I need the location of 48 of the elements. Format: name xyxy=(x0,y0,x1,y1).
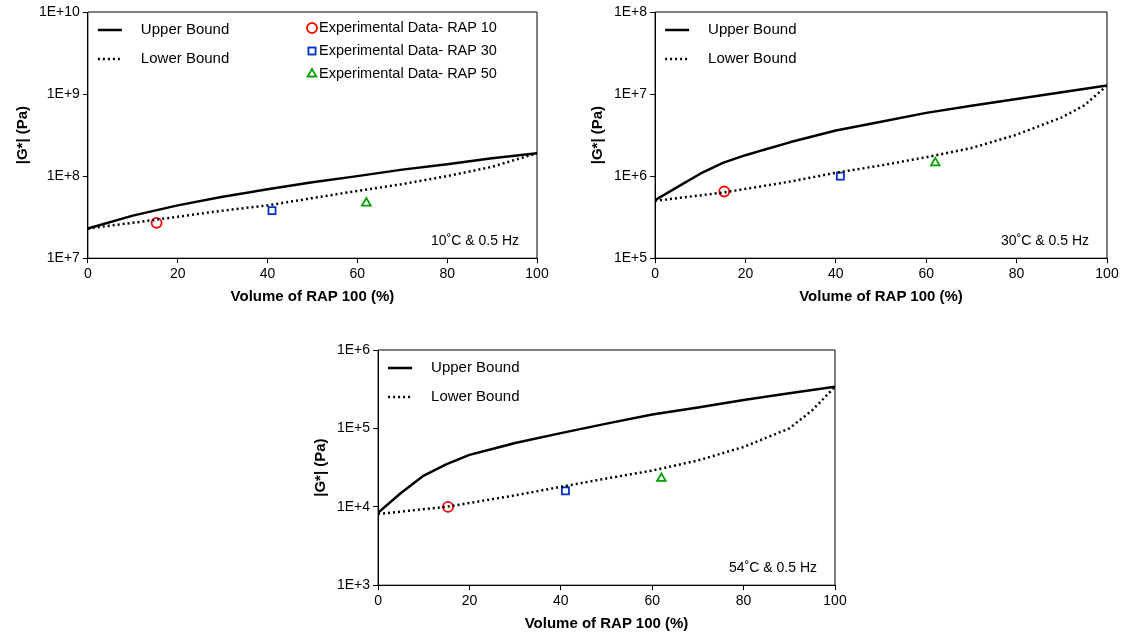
y-tick-label: 1E+10 xyxy=(39,2,81,19)
y-tick-label: 1E+3 xyxy=(336,576,371,593)
x-tick-label: 100 xyxy=(525,265,549,282)
x-tick-label: 60 xyxy=(918,265,935,282)
x-axis-title: Volume of RAP 100 (%) xyxy=(230,287,395,305)
y-tick-label: 1E+7 xyxy=(46,249,81,266)
x-tick-label: 80 xyxy=(439,265,456,282)
y-tick-label: 1E+5 xyxy=(613,249,648,266)
legend-label: Upper Bound xyxy=(140,20,230,38)
x-tick-label: 60 xyxy=(349,265,366,282)
legend-label: Upper Bound xyxy=(431,358,520,376)
y-axis-title: |G*| (Pa) xyxy=(588,105,606,165)
y-axis-title: |G*| (Pa) xyxy=(311,438,329,497)
y-axis-title: |G*| (Pa) xyxy=(13,105,31,165)
y-tick-label: 1E+7 xyxy=(613,84,648,101)
x-axis-title: Volume of RAP 100 (%) xyxy=(799,287,963,305)
legend-label: Lower Bound xyxy=(431,387,520,405)
annotation: 10˚C & 0.5 Hz xyxy=(431,232,519,249)
x-tick-label: 20 xyxy=(737,265,754,282)
y-tick-label: 1E+9 xyxy=(46,84,81,101)
y-tick-label: 1E+6 xyxy=(336,340,371,357)
x-tick-label: 40 xyxy=(259,265,276,282)
y-tick-label: 1E+4 xyxy=(336,497,371,514)
x-tick-label: 0 xyxy=(83,265,92,282)
x-tick-label: 60 xyxy=(644,592,661,609)
x-tick-label: 0 xyxy=(374,592,383,609)
y-tick-label: 1E+6 xyxy=(613,166,648,183)
x-tick-label: 20 xyxy=(461,592,478,609)
x-tick-label: 100 xyxy=(1095,265,1119,282)
legend-label: Lower Bound xyxy=(140,49,230,67)
x-tick-label: 100 xyxy=(823,592,847,609)
x-tick-label: 0 xyxy=(651,265,660,282)
x-axis-title: Volume of RAP 100 (%) xyxy=(524,614,689,632)
x-tick-label: 20 xyxy=(169,265,186,282)
y-tick-label: 1E+8 xyxy=(613,2,648,19)
annotation: 54˚C & 0.5 Hz xyxy=(729,559,817,576)
x-tick-label: 40 xyxy=(553,592,569,609)
x-tick-label: 80 xyxy=(735,592,752,609)
legend-label: Experimental Data- RAP 10 xyxy=(319,19,497,35)
x-tick-label: 40 xyxy=(828,265,844,282)
legend-label: Upper Bound xyxy=(708,20,797,38)
legend-label: Experimental Data- RAP 30 xyxy=(319,42,497,58)
annotation: 30˚C & 0.5 Hz xyxy=(1001,232,1089,249)
x-tick-label: 80 xyxy=(1008,265,1025,282)
legend-label: Experimental Data- RAP 50 xyxy=(319,65,497,81)
y-tick-label: 1E+8 xyxy=(46,166,81,183)
y-tick-label: 1E+5 xyxy=(336,419,371,436)
legend-label: Lower Bound xyxy=(708,49,797,67)
